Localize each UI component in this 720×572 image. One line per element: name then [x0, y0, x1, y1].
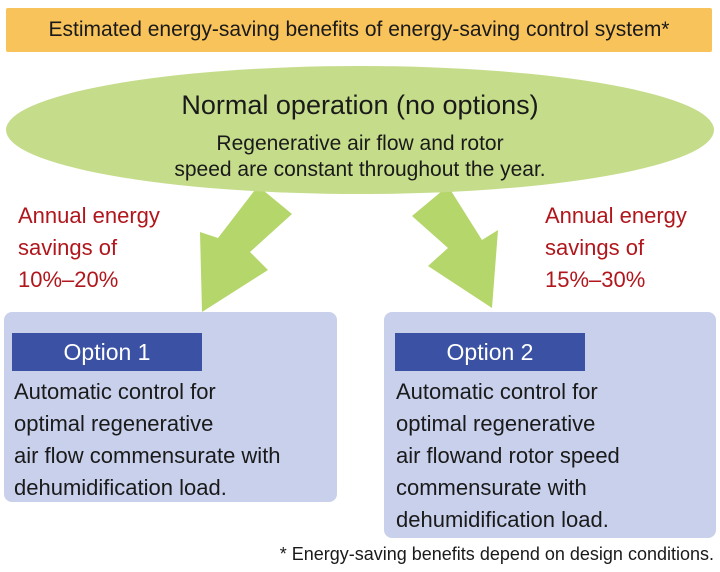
header-title: Estimated energy-saving benefits of ener… — [48, 18, 670, 41]
footnote: * Energy-saving benefits depend on desig… — [279, 544, 714, 564]
option-1-label-text: Option 1 — [63, 338, 151, 365]
option-2-description: Automatic control for optimal regenerati… — [396, 379, 620, 532]
arrow-right — [412, 186, 498, 308]
savings-right-line-2: savings of — [545, 235, 645, 260]
normal-operation-ellipse — [6, 66, 714, 194]
option-2-label: Option 2 — [395, 333, 585, 371]
savings-left-value: 10%–20% — [18, 267, 119, 292]
savings-right: Annual energy savings of 15%–30% — [545, 200, 687, 296]
option-1-label: Option 1 — [12, 333, 202, 371]
header-banner: Estimated energy-saving benefits of ener… — [6, 8, 712, 52]
savings-left: Annual energy savings of 10%–20% — [18, 200, 160, 296]
option-2-label-text: Option 2 — [446, 338, 534, 365]
savings-left-line-2: savings of — [18, 235, 118, 260]
normal-operation-description: Regenerative air flow and rotor speed ar… — [0, 131, 720, 183]
arrow-left — [200, 186, 292, 312]
savings-right-value: 15%–30% — [545, 267, 646, 292]
normal-desc-line-2: speed are constant throughout the year. — [174, 158, 546, 181]
normal-desc-line-1: Regenerative air flow and rotor — [216, 132, 504, 155]
savings-left-line-1: Annual energy — [18, 203, 160, 228]
savings-right-line-1: Annual energy — [545, 203, 687, 228]
normal-operation-title: Normal operation (no options) — [181, 90, 539, 120]
option-1-description: Automatic control for optimal regenerati… — [14, 379, 281, 500]
